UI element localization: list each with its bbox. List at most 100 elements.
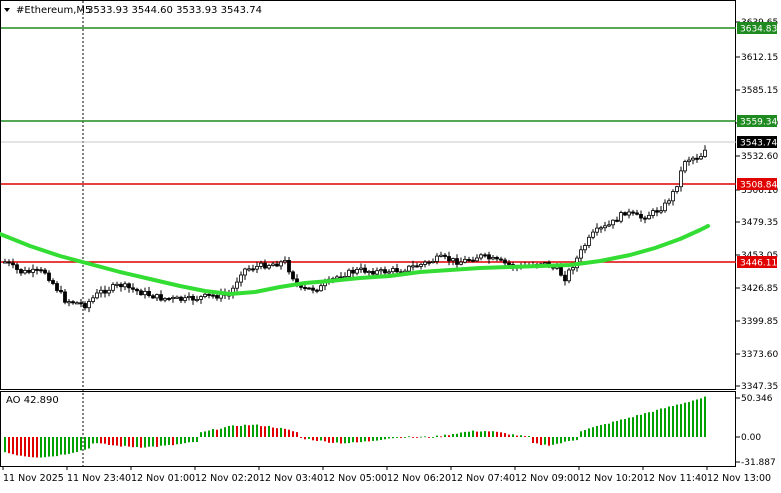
candle[interactable] [23, 266, 27, 275]
candle[interactable] [271, 261, 275, 267]
candle[interactable] [415, 262, 419, 268]
candle[interactable] [631, 209, 635, 216]
candle[interactable] [123, 281, 127, 291]
candle[interactable] [303, 284, 307, 291]
candle[interactable] [475, 254, 479, 262]
candle[interactable] [131, 283, 135, 293]
candle[interactable] [79, 299, 83, 308]
candle[interactable] [687, 156, 691, 166]
candle[interactable] [267, 263, 271, 270]
candle[interactable] [443, 253, 447, 260]
candle[interactable] [451, 257, 455, 266]
level-3559[interactable]: 3559.34 [1, 115, 777, 128]
candle[interactable] [411, 260, 415, 271]
candle[interactable] [151, 294, 155, 299]
candle[interactable] [695, 153, 699, 163]
candle[interactable] [387, 269, 391, 275]
candle[interactable] [163, 297, 167, 303]
candle[interactable] [663, 199, 667, 213]
candle[interactable] [139, 288, 143, 296]
candle[interactable] [499, 256, 503, 262]
candle[interactable] [667, 198, 671, 206]
candle[interactable] [359, 263, 363, 273]
candle[interactable] [583, 243, 587, 254]
candle[interactable] [683, 159, 687, 174]
candle[interactable] [167, 297, 171, 302]
candle[interactable] [143, 287, 147, 299]
candle[interactable] [19, 268, 23, 276]
candle[interactable] [651, 208, 655, 219]
candle[interactable] [63, 289, 67, 305]
candle[interactable] [471, 256, 475, 263]
candle[interactable] [671, 189, 675, 206]
candle[interactable] [255, 261, 259, 273]
candle[interactable] [587, 234, 591, 249]
candle[interactable] [11, 258, 15, 269]
candle[interactable] [591, 229, 595, 240]
candle[interactable] [639, 210, 643, 222]
candle[interactable] [487, 251, 491, 264]
candle[interactable] [127, 282, 131, 293]
candle[interactable] [275, 260, 279, 268]
candle[interactable] [283, 256, 287, 265]
candle[interactable] [91, 295, 95, 304]
candle[interactable] [95, 289, 99, 300]
candle[interactable] [655, 207, 659, 217]
candle[interactable] [147, 286, 151, 298]
candle[interactable] [311, 285, 315, 294]
candle[interactable] [563, 271, 567, 286]
candle[interactable] [43, 268, 47, 275]
candle[interactable] [435, 253, 439, 265]
candle[interactable] [439, 251, 443, 258]
candle[interactable] [39, 267, 43, 274]
candle[interactable] [315, 288, 319, 294]
candle[interactable] [459, 257, 463, 266]
candle[interactable] [135, 287, 139, 295]
candle[interactable] [463, 255, 467, 264]
candle[interactable] [495, 255, 499, 262]
candle[interactable] [427, 260, 431, 266]
candle[interactable] [239, 271, 243, 287]
candle[interactable] [235, 277, 239, 292]
candle[interactable] [395, 263, 399, 275]
candle[interactable] [195, 295, 199, 303]
candle[interactable] [259, 260, 263, 270]
candle[interactable] [699, 153, 703, 160]
level-3508[interactable]: 3508.84 [1, 178, 777, 191]
candle[interactable] [71, 300, 75, 305]
candle[interactable] [627, 208, 631, 219]
candle[interactable] [67, 299, 71, 307]
level-3446[interactable]: 3446.11 [1, 256, 777, 269]
candle[interactable] [363, 264, 367, 275]
candle[interactable] [675, 185, 679, 194]
candle[interactable] [75, 301, 79, 305]
candle[interactable] [659, 206, 663, 215]
candle[interactable] [419, 262, 423, 270]
candle[interactable] [115, 281, 119, 289]
candle[interactable] [467, 256, 471, 263]
ao-histogram[interactable] [4, 396, 706, 458]
candle[interactable] [207, 293, 211, 299]
candle[interactable] [599, 225, 603, 233]
candle[interactable] [635, 209, 639, 216]
candle[interactable] [87, 298, 91, 313]
candle[interactable] [355, 267, 359, 276]
candle[interactable] [703, 145, 707, 158]
candle[interactable] [647, 211, 651, 220]
candle[interactable] [455, 254, 459, 269]
candle[interactable] [319, 283, 323, 292]
candle[interactable] [159, 290, 163, 302]
candle[interactable] [179, 295, 183, 303]
candle[interactable] [119, 282, 123, 292]
candle[interactable] [59, 285, 63, 294]
candle[interactable] [279, 260, 283, 270]
candle[interactable] [595, 223, 599, 236]
candle[interactable] [47, 270, 51, 283]
candle[interactable] [367, 269, 371, 277]
candle[interactable] [171, 295, 175, 303]
candle[interactable] [55, 281, 59, 293]
candle[interactable] [379, 267, 383, 275]
candle[interactable] [615, 216, 619, 223]
candle[interactable] [579, 245, 583, 262]
candle[interactable] [287, 257, 291, 275]
